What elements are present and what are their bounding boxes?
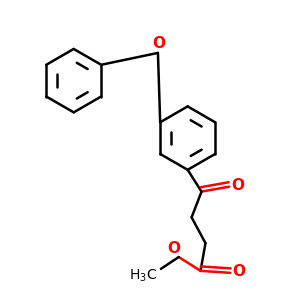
Text: O: O <box>232 178 245 193</box>
Text: O: O <box>233 264 246 279</box>
Text: O: O <box>167 241 180 256</box>
Text: O: O <box>152 37 165 52</box>
Text: H$_3$C: H$_3$C <box>129 268 157 284</box>
